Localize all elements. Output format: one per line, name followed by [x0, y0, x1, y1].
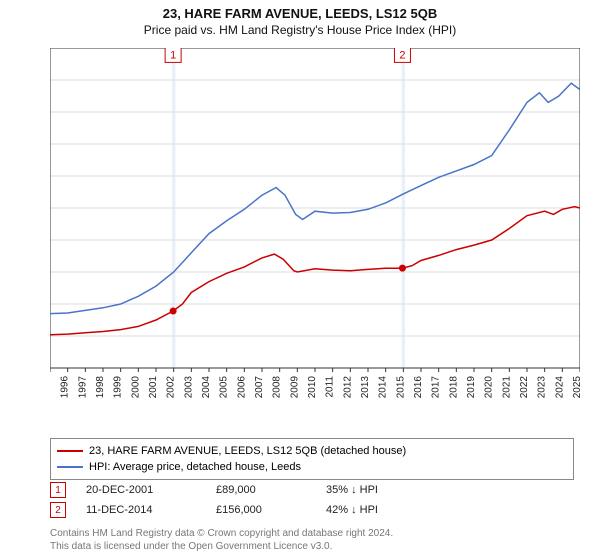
svg-text:2011: 2011: [325, 376, 336, 398]
svg-text:2014: 2014: [378, 376, 389, 398]
svg-text:2008: 2008: [272, 376, 283, 398]
svg-text:2023: 2023: [537, 376, 548, 398]
sales-row: 2 11-DEC-2014 £156,000 42% ↓ HPI: [50, 500, 436, 520]
sales-row: 1 20-DEC-2001 £89,000 35% ↓ HPI: [50, 480, 436, 500]
svg-text:2007: 2007: [254, 376, 265, 398]
svg-text:2024: 2024: [554, 376, 565, 398]
svg-text:2021: 2021: [501, 376, 512, 398]
svg-text:2015: 2015: [395, 376, 406, 398]
svg-text:2000: 2000: [130, 376, 141, 398]
svg-text:1995: 1995: [50, 376, 53, 398]
svg-text:2005: 2005: [219, 376, 230, 398]
chart-title-address: 23, HARE FARM AVENUE, LEEDS, LS12 5QB: [0, 6, 600, 21]
sale-marker-icon: 1: [50, 482, 66, 498]
legend-swatch-icon: [57, 450, 83, 452]
sale-date: 11-DEC-2014: [86, 504, 216, 516]
svg-text:2020: 2020: [484, 376, 495, 398]
sale-price: £156,000: [216, 504, 326, 516]
legend-label: 23, HARE FARM AVENUE, LEEDS, LS12 5QB (d…: [89, 445, 406, 457]
legend-label: HPI: Average price, detached house, Leed…: [89, 461, 301, 473]
svg-text:2022: 2022: [519, 376, 530, 398]
svg-text:2019: 2019: [466, 376, 477, 398]
svg-text:2004: 2004: [201, 376, 212, 398]
svg-text:2003: 2003: [183, 376, 194, 398]
legend-swatch-icon: [57, 466, 83, 468]
chart-container: 23, HARE FARM AVENUE, LEEDS, LS12 5QB Pr…: [0, 0, 600, 560]
svg-text:2018: 2018: [448, 376, 459, 398]
svg-text:1996: 1996: [60, 376, 71, 398]
sale-delta-hpi: 42% ↓ HPI: [326, 504, 436, 516]
sale-delta-hpi: 35% ↓ HPI: [326, 484, 436, 496]
svg-text:1997: 1997: [77, 376, 88, 398]
svg-text:2016: 2016: [413, 376, 424, 398]
chart-plot-area: £0£50K£100K£150K£200K£250K£300K£350K£400…: [50, 48, 580, 398]
chart-svg: £0£50K£100K£150K£200K£250K£300K£350K£400…: [50, 48, 580, 398]
chart-title-sub: Price paid vs. HM Land Registry's House …: [0, 23, 600, 37]
svg-text:2001: 2001: [148, 376, 159, 398]
svg-text:1998: 1998: [95, 376, 106, 398]
svg-text:1999: 1999: [113, 376, 124, 398]
svg-text:2025: 2025: [572, 376, 580, 398]
svg-text:2010: 2010: [307, 376, 318, 398]
svg-text:2012: 2012: [342, 376, 353, 398]
footer-line: This data is licensed under the Open Gov…: [50, 541, 393, 554]
svg-text:2: 2: [399, 49, 405, 61]
svg-text:2009: 2009: [289, 376, 300, 398]
svg-text:2002: 2002: [166, 376, 177, 398]
svg-text:2006: 2006: [236, 376, 247, 398]
svg-text:1: 1: [170, 49, 176, 61]
svg-text:2013: 2013: [360, 376, 371, 398]
footer-line: Contains HM Land Registry data © Crown c…: [50, 528, 393, 541]
chart-titles: 23, HARE FARM AVENUE, LEEDS, LS12 5QB Pr…: [0, 0, 600, 37]
legend-item: 23, HARE FARM AVENUE, LEEDS, LS12 5QB (d…: [57, 443, 567, 459]
sale-marker-icon: 2: [50, 502, 66, 518]
legend-item: HPI: Average price, detached house, Leed…: [57, 459, 567, 475]
sale-price: £89,000: [216, 484, 326, 496]
svg-text:2017: 2017: [431, 376, 442, 398]
legend: 23, HARE FARM AVENUE, LEEDS, LS12 5QB (d…: [50, 438, 574, 480]
footer-attribution: Contains HM Land Registry data © Crown c…: [50, 528, 393, 553]
sales-table: 1 20-DEC-2001 £89,000 35% ↓ HPI 2 11-DEC…: [50, 480, 436, 520]
sale-date: 20-DEC-2001: [86, 484, 216, 496]
